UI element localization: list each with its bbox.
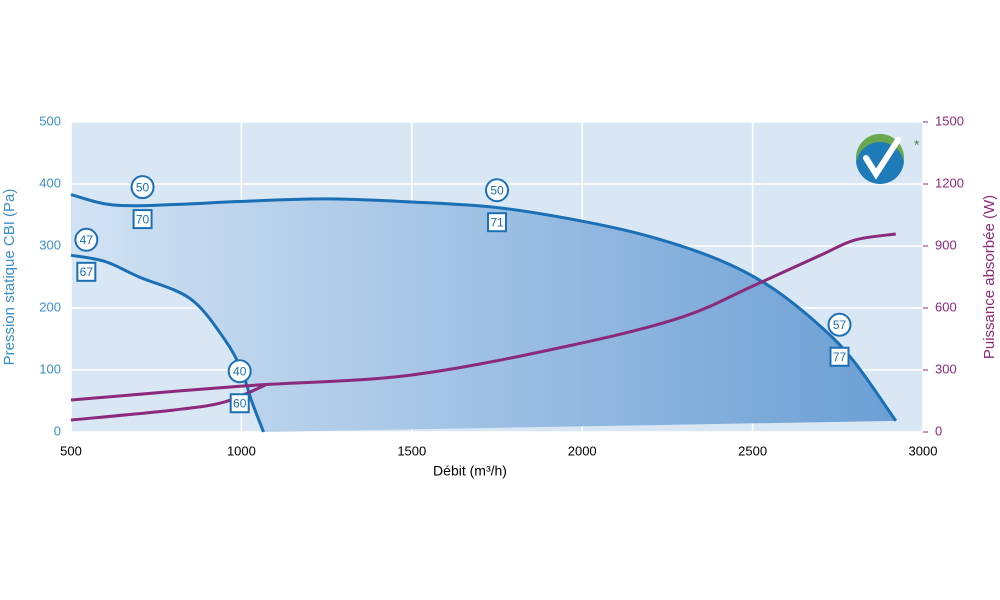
annotation-circle-label: 57: [833, 318, 847, 332]
svg-text:*: *: [914, 137, 920, 153]
annotation-square: [76, 261, 97, 282]
y2-tick-label: 600: [935, 299, 957, 314]
y-tick-label: 300: [39, 237, 61, 252]
y2-axis-label: Puissance absorbée (W): [981, 195, 998, 359]
annotation-circle: [827, 312, 852, 337]
annotation: 50 71: [485, 178, 509, 233]
x-tick-label: 3000: [909, 443, 938, 458]
x-tick-label: 2000: [568, 443, 597, 458]
annotation-square-label: 60: [233, 396, 247, 410]
y2-tick-label: 0: [935, 423, 942, 438]
y-tick-label: 100: [39, 361, 61, 376]
curve: [70, 193, 897, 422]
annotation-circle-label: 40: [233, 364, 247, 378]
annotation: 57 77: [827, 312, 852, 367]
x-tick-label: 2500: [738, 443, 767, 458]
operating-area: [71, 194, 896, 432]
annotation: 40 60: [227, 359, 252, 414]
y2-tick-label: 1200: [935, 175, 964, 190]
y2-tick-label: 900: [935, 237, 957, 252]
annotation-square: [829, 346, 850, 367]
curve: [70, 232, 896, 402]
annotation-circle: [485, 178, 509, 203]
annotation-circle: [227, 359, 252, 384]
y2-tick-label: 300: [935, 361, 957, 376]
y-axis-label: Pression statique CBI (Pa): [1, 189, 18, 366]
y2-tick-label: 1500: [935, 113, 964, 128]
logo: *: [855, 133, 920, 184]
annotation-circle-label: 50: [136, 180, 150, 194]
annotation: 50 70: [130, 175, 155, 230]
y-tick-label: 400: [39, 175, 61, 190]
x-tick-label: 500: [60, 443, 82, 458]
annotation-square-label: 77: [833, 350, 847, 364]
x-tick-label: 1500: [397, 443, 426, 458]
annotation-circle: [130, 175, 155, 200]
annotation-square-label: 67: [80, 265, 94, 279]
annotation-square: [229, 393, 250, 414]
annotation-circle-label: 50: [490, 183, 504, 197]
annotation-circle: [74, 227, 99, 252]
annotation-square-label: 70: [136, 212, 150, 226]
annotation: 47 67: [74, 227, 99, 282]
x-axis-label: Débit (m³/h): [433, 463, 507, 479]
y-tick-label: 500: [39, 113, 61, 128]
annotation-square: [132, 209, 153, 230]
annotation-square-label: 71: [490, 215, 504, 229]
y-tick-label: 200: [39, 299, 61, 314]
curve: [70, 253, 265, 433]
y-tick-label: 0: [54, 423, 61, 438]
annotation-square: [487, 212, 507, 233]
x-tick-label: 1000: [227, 443, 256, 458]
annotation-circle-label: 47: [80, 233, 94, 247]
